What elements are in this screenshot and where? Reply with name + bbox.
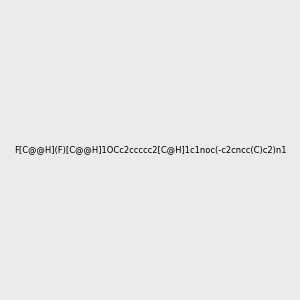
Text: F[C@@H](F)[C@@H]1OCc2ccccc2[C@H]1c1noc(-c2cncc(C)c2)n1: F[C@@H](F)[C@@H]1OCc2ccccc2[C@H]1c1noc(-… [14,146,286,154]
